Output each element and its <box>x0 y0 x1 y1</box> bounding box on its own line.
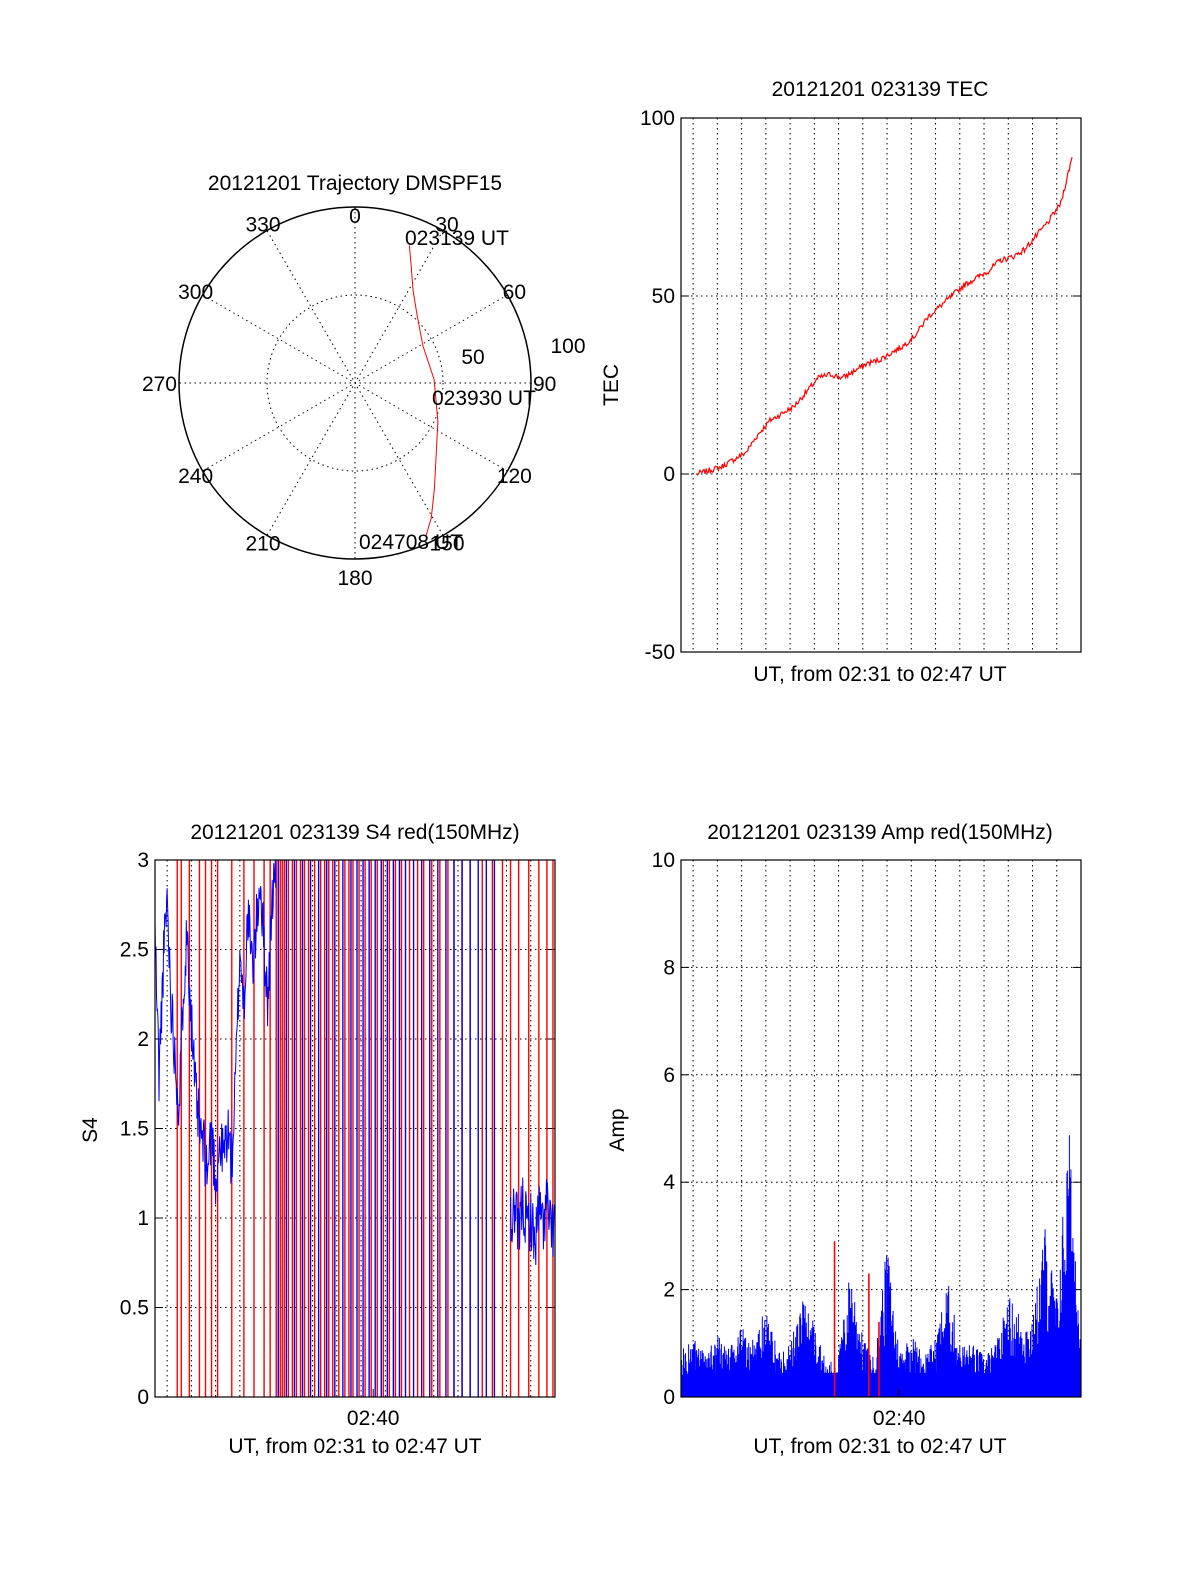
polar-azimuth-label: 30 <box>435 214 458 237</box>
s4-y-tick-labels: 0 0.5 1 1.5 2 2.5 3 <box>120 849 149 1409</box>
s4-x-tick-label: 02:40 <box>347 1407 400 1430</box>
s4-series-line <box>510 1177 555 1266</box>
polar-azimuth-label: 180 <box>337 567 372 590</box>
amp-y-tick-label: 6 <box>663 1064 675 1087</box>
polar-radius-label-50: 50 <box>461 346 484 369</box>
s4-y-axis-label: S4 <box>79 1117 102 1143</box>
tec-plot-frame <box>680 117 1082 653</box>
polar-azimuth-label: 330 <box>245 214 280 237</box>
tec-title: 20121201 023139 TEC <box>772 78 989 101</box>
s4-x-axis-label: UT, from 02:31 to 02:47 UT <box>228 1435 481 1458</box>
polar-azimuth-label: 90 <box>533 373 556 396</box>
s4-series <box>154 859 555 1397</box>
polar-azimuth-label: 240 <box>178 465 213 488</box>
s4-y-tick-label: 0 <box>137 1386 149 1409</box>
amp-y-tick-label: 10 <box>652 849 675 872</box>
amp-series <box>680 1135 1081 1397</box>
s4-y-tick-label: 2 <box>137 1028 149 1051</box>
tec-y-tick-label: 50 <box>652 285 675 308</box>
amp-y-tick-label: 2 <box>663 1279 675 1302</box>
s4-series-line <box>154 859 277 1205</box>
trajectory-polar-chart: 20121201 Trajectory DMSPF15 0 30 60 90 120 15… <box>142 172 586 590</box>
amp-y-tick-labels: 0 2 4 6 8 10 <box>652 849 676 1409</box>
trajectory-mid-label: 023930 UT <box>432 387 536 410</box>
polar-outer-ring <box>178 206 532 560</box>
polar-title: 20121201 Trajectory DMSPF15 <box>208 172 502 195</box>
tec-chart: 20121201 023139 TEC -50 0 50 100 TEC UT, fr… <box>600 78 1082 686</box>
amp-x-axis-label: UT, from 02:31 to 02:47 UT <box>753 1435 1006 1458</box>
s4-y-tick-label: 3 <box>137 849 149 872</box>
polar-grid-spoke <box>266 230 444 536</box>
tec-grid <box>681 117 1081 653</box>
amp-y-tick-label: 8 <box>663 956 675 979</box>
polar-grid-ring <box>266 294 444 472</box>
trajectory-line <box>408 245 439 537</box>
amp-series-floor <box>697 1372 1081 1397</box>
trajectory-start-label: 023139 UT <box>405 227 509 250</box>
polar-grid <box>179 207 531 559</box>
s4-y-tick-label: 0.5 <box>120 1297 149 1320</box>
tec-y-axis-label: TEC <box>600 364 623 406</box>
tec-series <box>696 157 1073 476</box>
amp-title: 20121201 023139 Amp red(150MHz) <box>707 821 1053 844</box>
polar-azimuth-label: 270 <box>142 373 177 396</box>
polar-azimuth-label: 0 <box>349 205 361 228</box>
polar-azimuth-label: 120 <box>497 465 532 488</box>
tec-y-tick-labels: -50 0 50 100 <box>640 107 675 664</box>
s4-x-tick-labels: 02:40 <box>347 1389 400 1430</box>
tec-y-tick-label: 0 <box>663 463 675 486</box>
s4-y-tick-label: 1.5 <box>120 1118 149 1141</box>
polar-azimuth-label: 210 <box>245 532 280 555</box>
amp-y-axis-label: Amp <box>606 1108 629 1151</box>
s4-chart: 20121201 023139 S4 red(150MHz) 0 0.5 1 1.5 2… <box>79 821 556 1458</box>
s4-y-tick-label: 2.5 <box>120 939 149 962</box>
amp-chart: 20121201 023139 Amp red(150MHz) 0246810 … <box>606 821 1082 1458</box>
s4-plot-frame <box>154 859 556 1398</box>
polar-azimuth-label: 150 <box>429 532 464 555</box>
polar-azimuth-label: 60 <box>503 281 526 304</box>
tec-x-axis-label: UT, from 02:31 to 02:47 UT <box>753 663 1006 686</box>
amp-x-tick-labels: 02:40 <box>873 1389 926 1430</box>
s4-y-tick-label: 1 <box>137 1207 149 1230</box>
amp-x-tick-label: 02:40 <box>873 1407 926 1430</box>
trajectory-end-label: 024708 UT <box>359 531 463 554</box>
polar-radius-label-100: 100 <box>550 335 585 358</box>
polar-azimuth-label: 300 <box>178 281 213 304</box>
s4-title: 20121201 023139 S4 red(150MHz) <box>190 821 519 844</box>
tec-series-line <box>696 157 1073 476</box>
amp-plot-frame <box>680 859 1082 1398</box>
polar-azimuth-labels: 0 30 60 90 120 150 180 210 240 270 300 330 <box>142 205 556 590</box>
tec-y-tick-label: -50 <box>645 641 675 664</box>
amp-series-blue <box>680 1135 1081 1397</box>
amp-y-tick-label: 4 <box>663 1171 675 1194</box>
amp-y-tick-label: 0 <box>663 1386 675 1409</box>
tec-y-tick-label: 100 <box>640 107 675 130</box>
